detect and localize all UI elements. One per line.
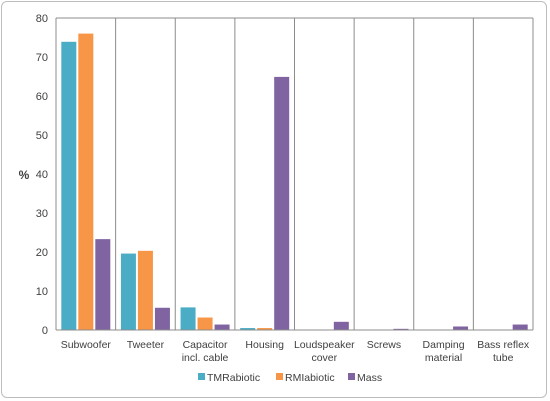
bar-rmiabiotic-3 xyxy=(257,328,273,330)
bar-tmrabiotic-1 xyxy=(120,253,136,330)
bars xyxy=(61,33,528,330)
bar-rmiabiotic-0 xyxy=(78,33,94,330)
legend-label-rmiabiotic: RMIabiotic xyxy=(285,372,335,384)
y-axis-ticks: 0 10 20 30 40 50 60 70 80 xyxy=(36,13,48,337)
legend-swatch-rmiabiotic xyxy=(276,373,283,380)
y-tick-label: 80 xyxy=(36,13,48,25)
bar-rmiabiotic-2 xyxy=(197,317,213,330)
bar-mass-6 xyxy=(453,326,469,330)
x-category-label: Capacitor incl. cable xyxy=(182,339,229,364)
bar-tmrabiotic-3 xyxy=(240,328,256,330)
y-tick-label: 60 xyxy=(36,91,48,103)
bar-mass-4 xyxy=(333,321,349,330)
legend-swatch-mass xyxy=(348,373,355,380)
legend-swatch-tmrabiotic xyxy=(198,373,205,380)
legend-label-tmrabiotic: TMRabiotic xyxy=(207,372,260,384)
y-tick-label: 30 xyxy=(36,208,48,220)
x-axis-category-labels: Subwoofer Tweeter Capacitor incl. cable Hous… xyxy=(61,339,530,364)
bar-tmrabiotic-0 xyxy=(61,41,77,330)
y-tick-label: 50 xyxy=(36,130,48,142)
x-category-label: Screws xyxy=(367,339,401,351)
y-tick-label: 0 xyxy=(42,325,48,337)
y-tick-label: 10 xyxy=(36,286,48,298)
bar-mass-3 xyxy=(274,76,290,330)
x-category-label: Loudspeaker cover xyxy=(294,339,355,364)
x-category-label: Subwoofer xyxy=(61,339,112,351)
x-category-label: Housing xyxy=(245,339,284,351)
y-axis-label: % xyxy=(19,168,30,182)
x-category-label: Bass reflex tube xyxy=(477,339,530,364)
bar-mass-5 xyxy=(393,328,409,330)
bar-mass-0 xyxy=(95,239,111,330)
bar-tmrabiotic-2 xyxy=(180,307,196,330)
bar-mass-7 xyxy=(512,324,528,330)
legend: TMRabiotic RMIabiotic Mass xyxy=(198,372,382,384)
y-tick-label: 70 xyxy=(36,52,48,64)
bar-rmiabiotic-1 xyxy=(137,250,153,330)
y-tick-label: 20 xyxy=(36,247,48,259)
x-category-label: Damping material xyxy=(423,339,465,364)
bar-mass-1 xyxy=(154,307,170,330)
category-separators xyxy=(55,18,534,330)
bar-mass-2 xyxy=(214,324,230,330)
axes xyxy=(56,17,533,331)
y-tick-label: 40 xyxy=(36,169,48,181)
x-category-label: Tweeter xyxy=(127,339,165,351)
legend-label-mass: Mass xyxy=(357,372,382,384)
